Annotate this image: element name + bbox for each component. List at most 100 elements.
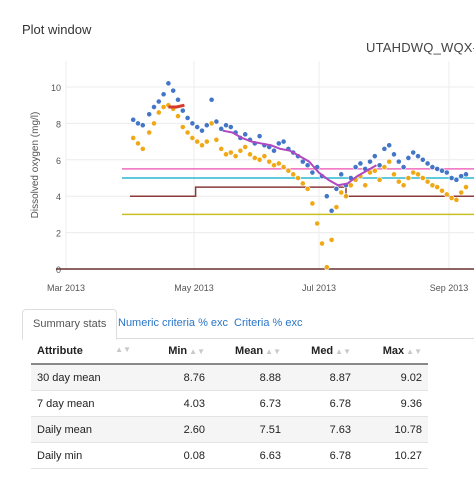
data-point — [400, 182, 407, 189]
cell-min: 0.08 — [183, 449, 205, 462]
col-header-med[interactable]: Med ▲▼ — [287, 338, 357, 365]
data-point — [410, 169, 417, 176]
data-point — [280, 138, 287, 145]
data-point — [160, 104, 167, 110]
data-point — [391, 151, 397, 158]
data-point — [165, 80, 172, 87]
x-tick-label: May 2013 — [174, 283, 214, 293]
cell-med: 6.78 — [329, 397, 351, 410]
data-point — [386, 158, 393, 165]
data-point — [155, 98, 162, 105]
cell-mean: 6.63 — [259, 449, 281, 462]
data-point — [347, 182, 354, 189]
data-point — [275, 160, 282, 167]
data-point — [309, 169, 316, 176]
x-tick-label: Jul 2013 — [302, 283, 336, 293]
data-point — [256, 133, 263, 140]
data-point — [448, 175, 455, 181]
cell-min: 2.60 — [183, 423, 205, 436]
data-point — [130, 135, 137, 141]
col-header-max[interactable]: Max ▲▼ — [357, 338, 428, 365]
data-point — [218, 145, 225, 152]
data-point — [453, 176, 460, 183]
data-point — [458, 173, 465, 180]
data-point — [290, 171, 297, 178]
y-tick-label: 0 — [56, 265, 61, 275]
data-point — [223, 122, 229, 129]
data-point — [395, 158, 402, 165]
data-point — [227, 149, 234, 156]
summary-stats-table: Attribute ▲▼ Min ▲▼ Mean ▲▼ Med ▲▼ Max ▲▼ 30 … — [31, 338, 428, 469]
data-point — [463, 171, 469, 178]
data-point — [170, 87, 177, 94]
x-tick-label: Sep 2013 — [430, 283, 469, 293]
30-day-mean-line — [168, 103, 185, 109]
data-point — [271, 147, 277, 154]
data-point — [184, 115, 191, 121]
data-point — [266, 158, 273, 165]
data-point — [271, 162, 277, 169]
data-point — [443, 191, 450, 198]
data-point — [223, 151, 229, 158]
col-header-mean[interactable]: Mean ▲▼ — [211, 338, 287, 365]
sort-icon: ▲▼ — [265, 346, 281, 356]
y-tick-label: 2 — [56, 229, 61, 239]
table-row[interactable]: 30 day mean 8.76 8.88 8.87 9.02 — [31, 364, 428, 391]
data-point — [135, 120, 141, 127]
data-point — [415, 171, 421, 178]
data-point — [213, 136, 220, 143]
table-row[interactable]: 7 day mean 4.03 6.73 6.78 9.36 — [31, 391, 428, 417]
table-row[interactable]: Daily mean 2.60 7.51 7.63 10.78 — [31, 416, 428, 443]
data-point — [208, 96, 215, 103]
cell-max: 9.02 — [400, 371, 422, 384]
panel-title: Plot window — [22, 22, 92, 37]
7-day-mean-line — [222, 129, 377, 187]
data-point — [194, 124, 201, 130]
sort-icon: ▲▼ — [115, 344, 131, 354]
cell-attribute: Daily mean — [37, 423, 93, 436]
data-point — [386, 142, 393, 149]
data-point — [261, 153, 268, 160]
data-point — [343, 193, 349, 200]
y-axis-label: Dissolved oxygen (mg/l) — [30, 112, 41, 219]
col-header-attribute[interactable]: Attribute ▲▼ — [31, 338, 137, 365]
data-point — [213, 118, 220, 125]
data-point — [391, 171, 397, 178]
data-point — [135, 140, 141, 147]
data-point — [338, 189, 345, 196]
data-point — [227, 124, 234, 130]
col-header-min[interactable]: Min ▲▼ — [137, 338, 211, 365]
sort-icon: ▲▼ — [335, 346, 351, 356]
cell-mean: 7.51 — [259, 423, 281, 436]
cell-min: 8.76 — [183, 371, 205, 384]
data-point — [405, 155, 412, 161]
data-point — [400, 164, 407, 170]
do-time-series-chart[interactable]: 0 2 4 6 8 10 Mar 2013 May 2013 Jul 2013 Sep 2013 D… — [0, 55, 474, 307]
data-point — [362, 182, 369, 189]
data-point — [256, 156, 263, 163]
tab-summary-stats[interactable]: Summary stats — [22, 309, 118, 340]
data-point — [434, 184, 441, 190]
table-row[interactable]: Daily min 0.08 6.63 6.78 10.27 — [31, 443, 428, 469]
data-point — [429, 182, 436, 189]
cell-max: 10.27 — [394, 449, 422, 462]
data-point — [376, 162, 383, 169]
data-point — [199, 127, 205, 134]
y-tick-label: 6 — [56, 156, 61, 166]
tab-numeric-criteria-exc[interactable]: Numeric criteria % exc — [118, 317, 229, 329]
data-point — [419, 175, 426, 181]
data-point — [146, 111, 153, 118]
data-point — [415, 153, 421, 160]
data-point — [429, 164, 436, 170]
data-point — [333, 186, 340, 192]
data-point — [139, 145, 146, 152]
data-point — [184, 129, 191, 136]
sort-icon: ▲▼ — [406, 346, 422, 356]
data-point — [218, 125, 225, 132]
tab-criteria-exc[interactable]: Criteria % exc — [234, 317, 303, 329]
cell-mean: 8.88 — [259, 371, 281, 384]
cell-max: 9.36 — [400, 397, 422, 410]
data-point — [242, 144, 249, 150]
data-point — [247, 151, 253, 158]
data-point — [160, 91, 167, 98]
